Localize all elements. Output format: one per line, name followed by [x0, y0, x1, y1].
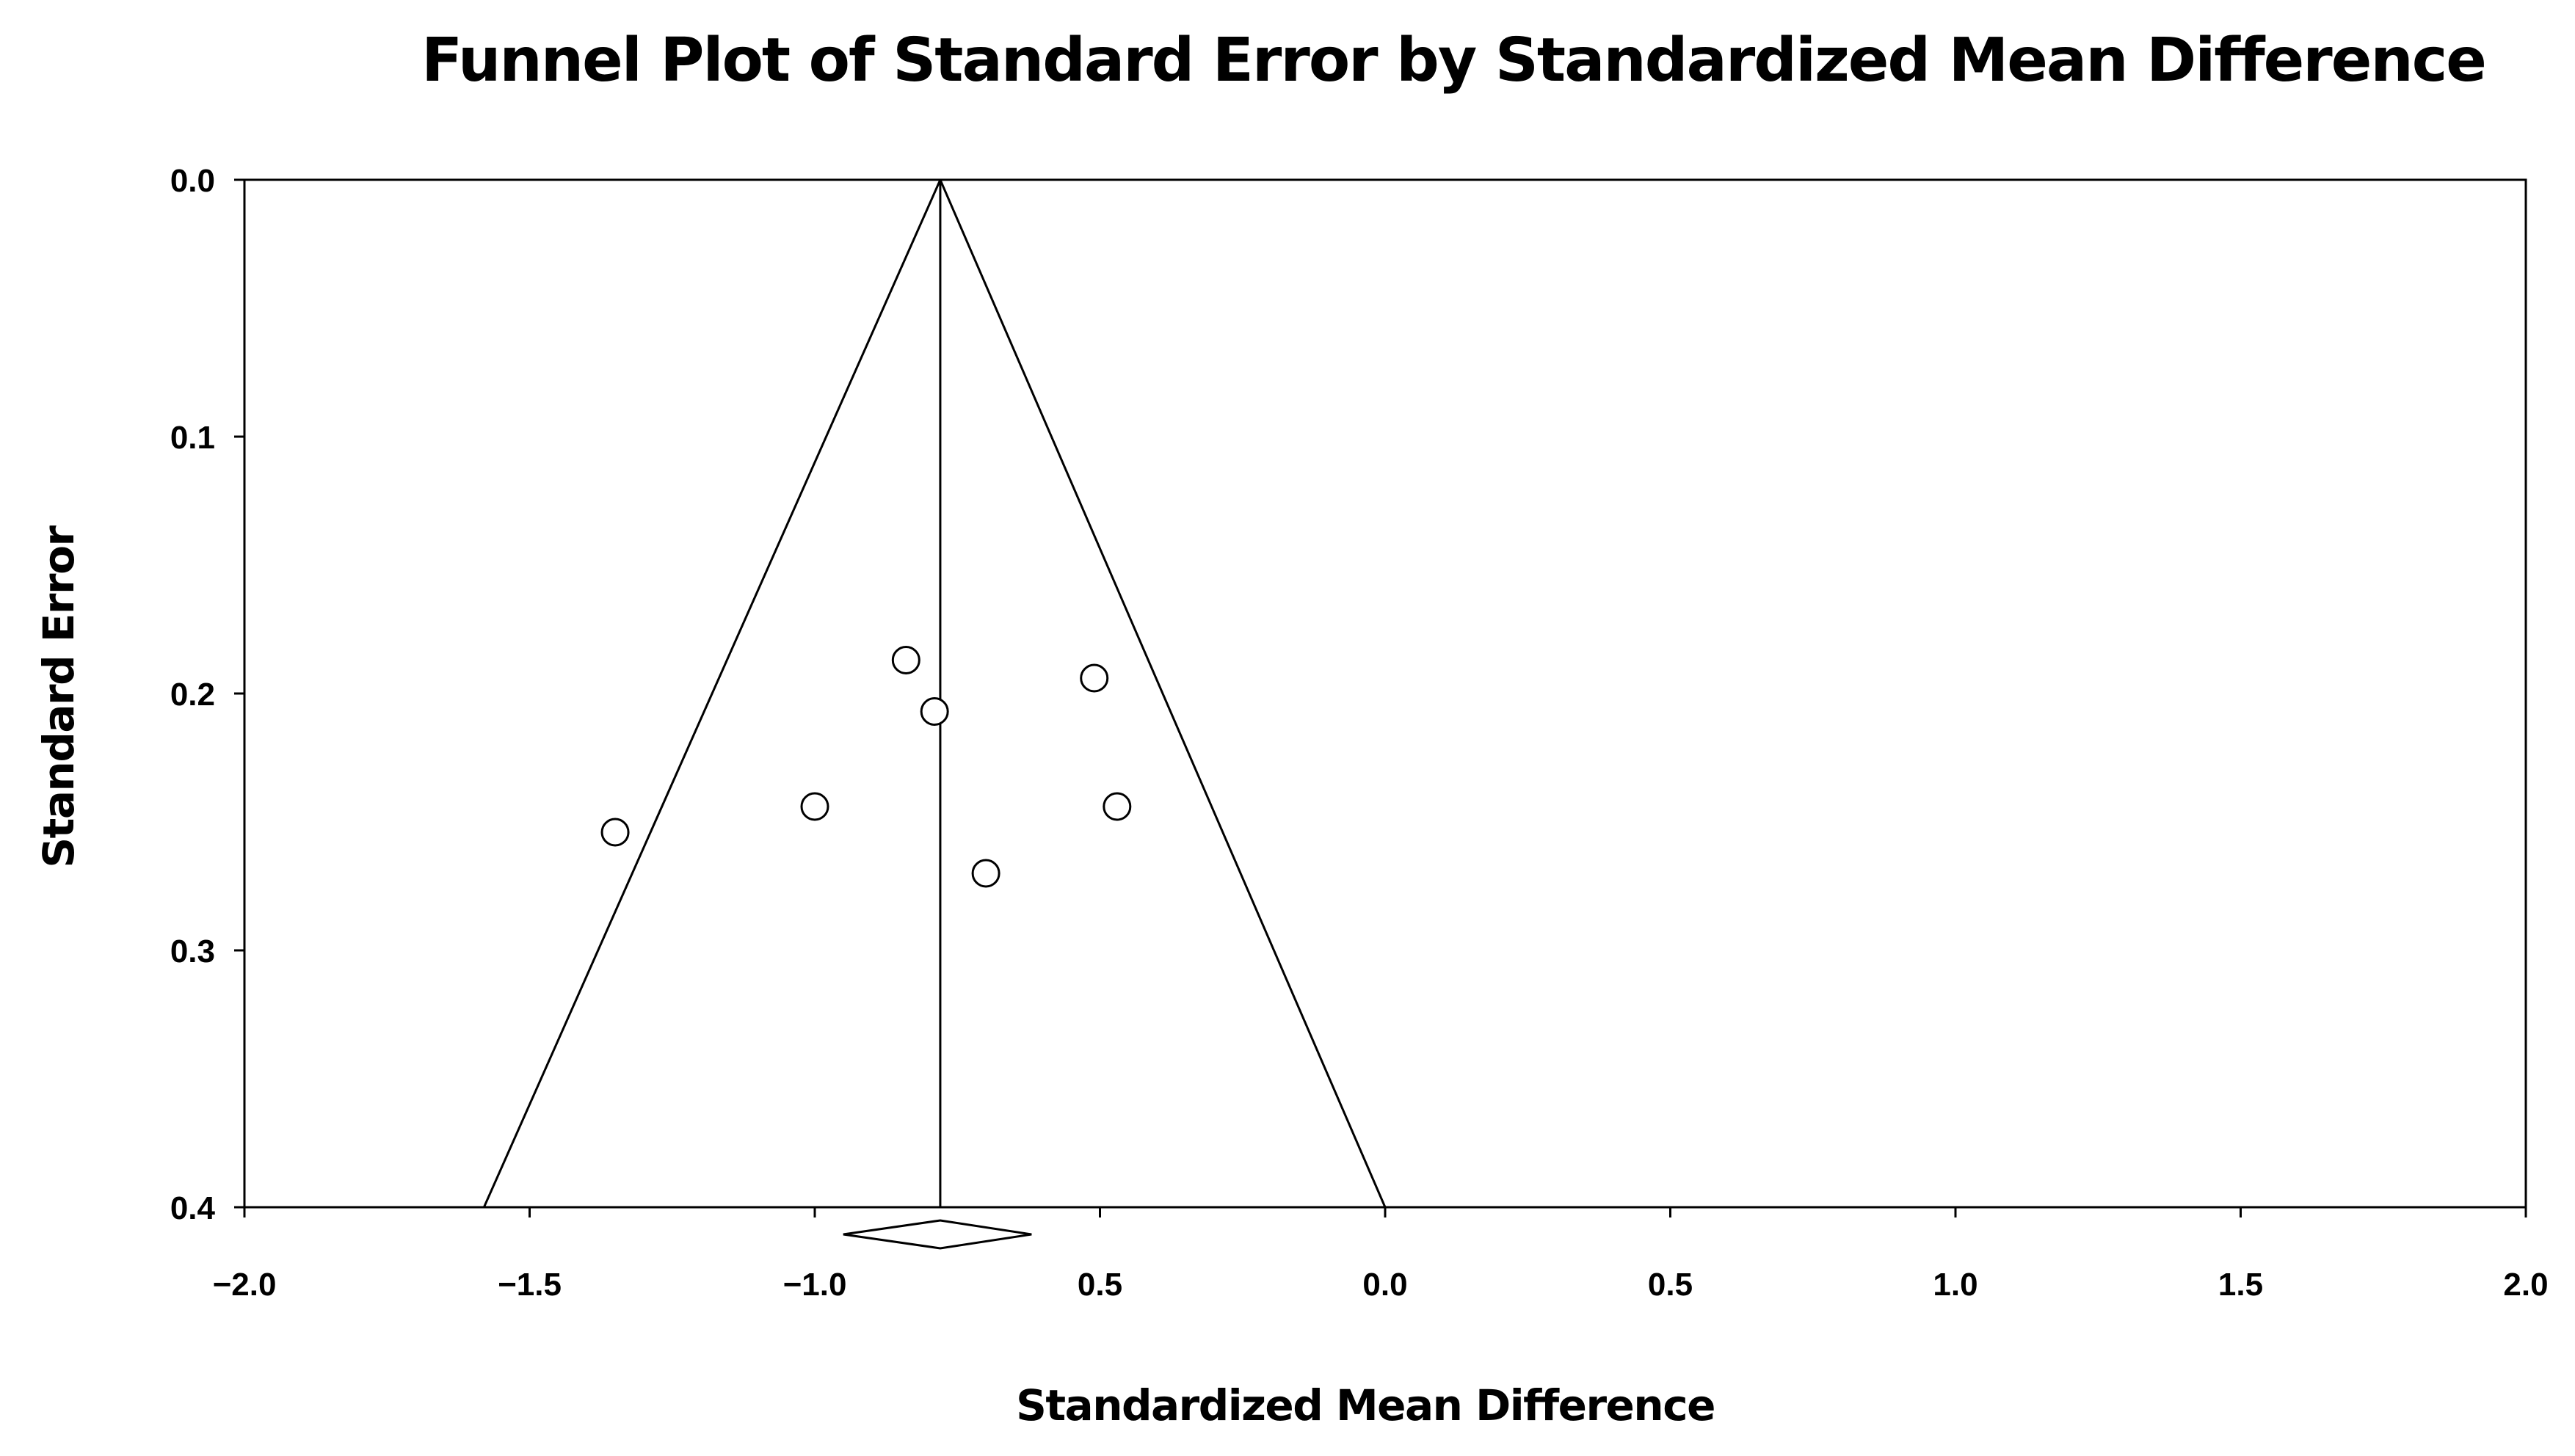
funnel-right-line — [939, 179, 1387, 1208]
x-tick-label: 0.5 — [1648, 1267, 1693, 1303]
y-tick-label: 0.4 — [170, 1190, 216, 1226]
funnel-left-line — [482, 179, 942, 1208]
x-axis-label: Standardized Mean Difference — [1016, 1380, 1715, 1430]
x-tick-label: 2.0 — [2503, 1267, 2548, 1303]
x-tick-label: 0.0 — [1362, 1267, 1407, 1303]
study-point — [920, 697, 949, 726]
chart-title: Funnel Plot of Standard Error by Standar… — [421, 26, 2485, 95]
summary-diamond — [843, 1219, 1032, 1250]
study-point — [1080, 663, 1109, 693]
y-axis-label: Standard Error — [34, 525, 84, 868]
study-point — [600, 818, 630, 847]
plot-frame — [243, 178, 2527, 1209]
x-tick-label: 0.5 — [1078, 1267, 1122, 1303]
study-point — [800, 792, 829, 821]
study-point — [891, 646, 920, 674]
x-tick-label: −2.0 — [213, 1267, 277, 1303]
y-tick-label: 0.2 — [170, 677, 215, 713]
x-tick-label: 1.5 — [2218, 1267, 2263, 1303]
y-tick-label: 0.1 — [170, 420, 215, 456]
y-tick-label: 0.0 — [170, 163, 215, 199]
chart-marks: −2.0 −1.5 −1.0 0.5 0.0 0.5 1.0 1.5 2.0 0.0 0.1 0.2 0… — [170, 163, 2549, 1303]
x-tick-label: 1.0 — [1933, 1267, 1977, 1303]
y-tick-label: 0.3 — [170, 933, 215, 969]
study-point — [1103, 792, 1132, 821]
x-tick-label: −1.5 — [498, 1267, 562, 1303]
x-tick-label: −1.0 — [783, 1267, 847, 1303]
study-point — [971, 859, 1000, 888]
